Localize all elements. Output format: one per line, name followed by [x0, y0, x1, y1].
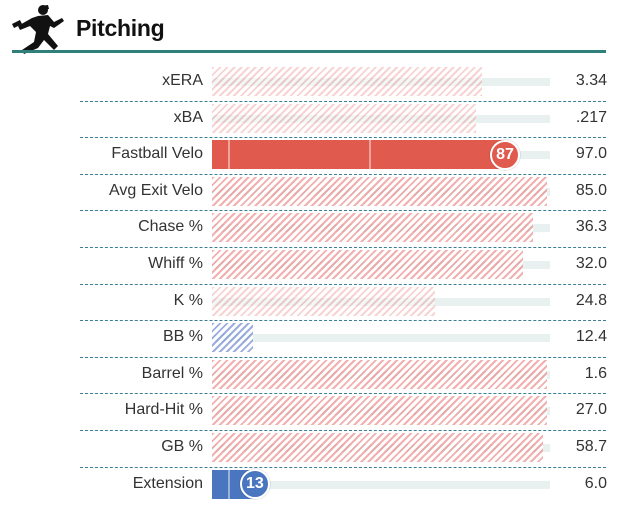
stat-value: 85.0 [575, 181, 607, 199]
stat-value: 32.0 [575, 255, 607, 272]
percentile-chart: xERA 3.34 xBA .217 Fastball Velo 87 97.0 Avg Ex… [0, 64, 617, 512]
percentile-bar [212, 433, 544, 462]
stat-row: xERA 3.34 [0, 64, 617, 101]
pitcher-icon [12, 5, 64, 54]
stat-row: Hard-Hit % 27.0 [0, 393, 617, 430]
stat-value: 3.34 [575, 72, 607, 89]
stat-value: .217 [575, 108, 607, 126]
stat-value: 36.3 [575, 218, 607, 236]
stat-row: Extension 13 6.0 [0, 467, 617, 504]
row-divider [80, 173, 606, 175]
percentile-bar [212, 286, 436, 316]
percentile-bar [212, 323, 253, 353]
stat-label: K % [173, 291, 203, 309]
stat-value: 97.0 [575, 145, 607, 163]
stat-row: Fastball Velo 87 97.0 [0, 137, 617, 174]
stat-label: Fastball Velo [111, 145, 203, 163]
percentile-bar [212, 140, 507, 170]
row-divider [80, 210, 606, 212]
percentile-bar [212, 250, 523, 279]
stat-label: Whiff % [148, 255, 203, 272]
stat-label: xERA [162, 72, 203, 89]
stat-label: Avg Exit Velo [109, 181, 203, 199]
page-title: Pitching [76, 15, 165, 41]
percentile-bar [212, 103, 476, 133]
percentile-bar [212, 396, 547, 426]
stat-value: 24.8 [575, 291, 607, 309]
stat-label: Barrel % [141, 364, 203, 382]
stat-label: BB % [162, 328, 203, 346]
stat-row: Whiff % 32.0 [0, 247, 617, 284]
stat-value: 27.0 [575, 401, 607, 419]
row-divider [80, 283, 606, 285]
row-divider [80, 356, 606, 358]
bar-tick [227, 140, 230, 170]
stat-label: Chase % [138, 218, 203, 236]
row-divider [80, 393, 606, 395]
row-divider [80, 430, 606, 431]
header-rule [12, 50, 606, 53]
percentile-badge: 13 [239, 469, 270, 500]
row-divider [80, 320, 606, 322]
stat-label: Extension [132, 474, 203, 492]
section-header: Pitching [0, 0, 617, 56]
percentile-bar [212, 359, 547, 389]
row-divider [80, 247, 606, 248]
percentile-track [212, 114, 550, 123]
stat-label: Hard-Hit % [124, 401, 203, 419]
stat-value: 12.4 [575, 328, 607, 346]
percentile-track [212, 78, 550, 86]
row-divider [80, 466, 606, 468]
bar-tick [369, 140, 372, 170]
stat-value: 58.7 [575, 438, 607, 455]
percentile-bar [212, 213, 534, 243]
stat-row: xBA .217 [0, 101, 617, 138]
stat-row: GB % 58.7 [0, 430, 617, 467]
percentile-bar [212, 67, 483, 96]
row-divider [80, 137, 606, 139]
stat-row: Barrel % 1.6 [0, 357, 617, 394]
percentile-track [212, 334, 550, 343]
stat-label: GB % [161, 438, 203, 455]
percentile-track [212, 480, 550, 489]
percentile-badge: 87 [490, 139, 521, 170]
bar-tick [227, 469, 230, 499]
row-divider [80, 100, 606, 102]
stat-row: K % 24.8 [0, 284, 617, 321]
stat-row: Avg Exit Velo 85.0 [0, 174, 617, 211]
stat-label: xBA [173, 108, 203, 126]
percentile-track [212, 297, 550, 306]
percentile-bar [212, 176, 547, 206]
stat-value: 6.0 [584, 474, 607, 492]
stat-row: BB % 12.4 [0, 320, 617, 357]
stat-value: 1.6 [584, 364, 607, 382]
stat-row: Chase % 36.3 [0, 210, 617, 247]
